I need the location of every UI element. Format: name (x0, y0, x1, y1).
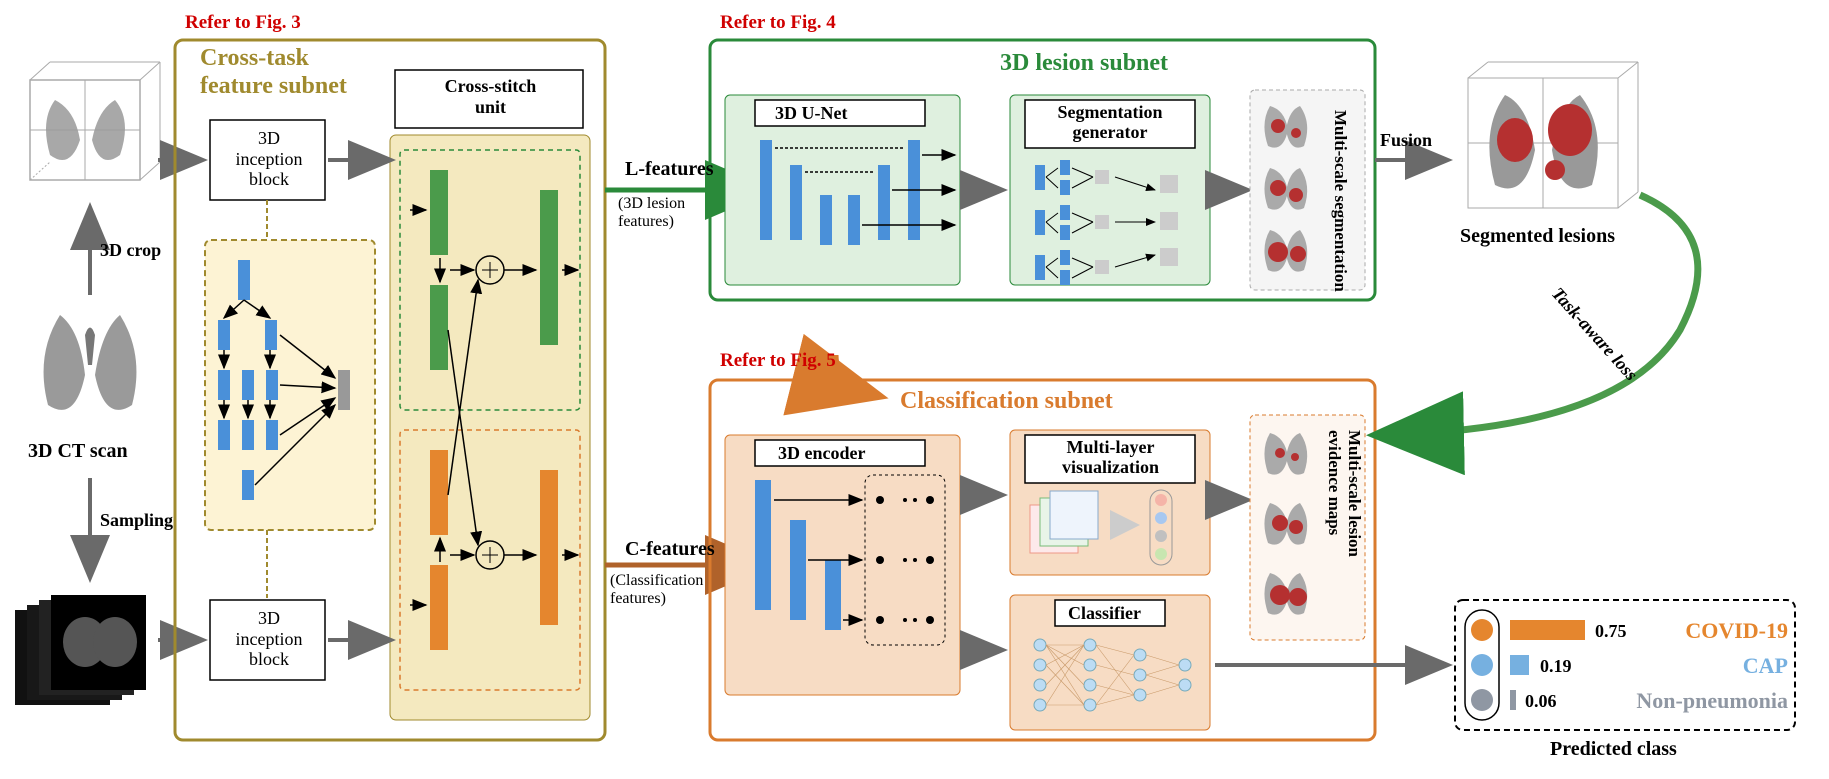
seg-gen-label: Segmentation generator (1040, 103, 1180, 143)
classifier-label: Classifier (1068, 603, 1141, 624)
ref-fig3: Refer to Fig. 3 (185, 12, 301, 34)
ref-fig4: Refer to Fig. 4 (720, 12, 836, 34)
c-features-label: C-features (625, 538, 715, 561)
arrow-into-classif (835, 355, 875, 395)
svg-text:Non-pneumonia: Non-pneumonia (1636, 688, 1788, 713)
unet-label: 3D U-Net (775, 103, 847, 124)
svg-text:0.06: 0.06 (1525, 691, 1557, 711)
svg-text:0.75: 0.75 (1595, 621, 1627, 641)
ct-scan-label: 3D CT scan (28, 440, 128, 463)
svg-text:CAP: CAP (1743, 653, 1788, 678)
svg-text:COVID-19: COVID-19 (1685, 618, 1788, 643)
cross-stitch-label: Cross-stitch unit (408, 76, 573, 117)
mlv-label: Multi-layer visualization (1038, 438, 1183, 478)
segmented-lesions-label: Segmented lesions (1460, 225, 1615, 248)
multiscale-evi-label: Multi-scale lesion evidence maps (1324, 430, 1364, 557)
sampling-label: Sampling (100, 510, 173, 531)
predicted-class-label: Predicted class (1550, 738, 1677, 761)
predicted-class-box: 0.75 0.19 0.06 COVID-19 CAP Non-pneumoni… (1455, 600, 1795, 730)
title-classif: Classification subnet (900, 388, 1113, 415)
segmented-lesions (1468, 62, 1638, 208)
svg-text:0.19: 0.19 (1540, 656, 1572, 676)
title-lesion: 3D lesion subnet (1000, 50, 1168, 77)
input-lung-cube (30, 62, 160, 180)
input-lung (44, 315, 137, 410)
encoder-label: 3D encoder (778, 443, 865, 464)
fusion-label: Fusion (1380, 130, 1432, 151)
input-ct-slices (15, 595, 146, 705)
multiscale-seg-label: Multi-scale segmentation (1330, 110, 1350, 292)
l-features-label: L-features (625, 158, 714, 181)
inception2-label: 3D inception block (224, 608, 314, 670)
crop-label: 3D crop (100, 240, 161, 261)
l-features-sub: (3D lesion features) (618, 195, 685, 230)
title-crosstask: Cross-task feature subnet (200, 45, 347, 100)
inception1-label: 3D inception block (224, 128, 314, 190)
c-features-sub: (Classification features) (610, 572, 703, 607)
inception-detail (205, 240, 375, 530)
ref-fig5: Refer to Fig. 5 (720, 350, 836, 372)
encoder-block (725, 435, 960, 695)
cross-stitch-unit (390, 70, 590, 720)
